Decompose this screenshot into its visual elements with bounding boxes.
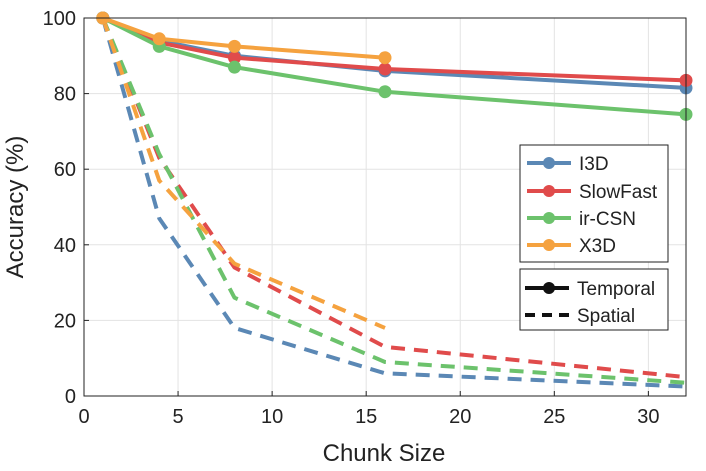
series-line-temporal-x3d [102, 16, 386, 60]
legend-marker-i3d [543, 157, 555, 169]
data-point-ir-csn [228, 60, 241, 74]
x-tick-label: 5 [173, 406, 184, 428]
series-layer [96, 11, 693, 389]
y-axis-label: Accuracy (%) [2, 136, 29, 279]
legend-item-temporal: Temporal [525, 279, 655, 300]
data-point-x3d [152, 32, 166, 46]
x-tick-label: 0 [78, 406, 89, 428]
y-tick-label: 80 [54, 84, 76, 106]
data-point-x3d [378, 51, 392, 65]
x-tick-label: 30 [637, 406, 659, 428]
legend-marker-ir-csn [543, 212, 555, 224]
legend-marker-x3d [543, 239, 555, 251]
series-line-temporal-ir-csn [101, 16, 687, 117]
x-tick-label: 25 [543, 406, 565, 428]
series-line-spatial-ir-csn [100, 17, 687, 385]
series-legend: I3D SlowFast ir-CSN X3D [519, 144, 669, 263]
legend-item-i3d: I3D [527, 154, 609, 175]
legend-label-i3d: I3D [579, 154, 609, 175]
plot-frame [83, 17, 687, 397]
legend-item-ir-csn: ir-CSN [527, 209, 636, 230]
series-line-spatial-i3d [100, 17, 687, 389]
legend-item-spatial: Spatial [525, 306, 635, 327]
y-tick-label: 60 [54, 159, 76, 181]
y-tick-label: 0 [65, 386, 76, 408]
x-tick-label: 15 [355, 406, 377, 428]
series-line-temporal-slowfast [102, 16, 687, 83]
y-tick-label: 40 [54, 235, 76, 257]
x-tick-label: 10 [261, 406, 283, 428]
legend-label-slowfast: SlowFast [579, 182, 658, 203]
y-tick-label: 20 [54, 310, 76, 332]
legend-label-temporal: Temporal [577, 279, 655, 300]
data-point-x3d [228, 39, 241, 53]
legend-item-x3d: X3D [527, 236, 616, 257]
legend-label-x3d: X3D [579, 236, 616, 257]
style-legend: Temporal Spatial [519, 268, 669, 331]
data-point-slowfast [378, 62, 392, 76]
legend-item-slowfast: SlowFast [527, 182, 658, 203]
legend-label-ir-csn: ir-CSN [579, 209, 636, 230]
legend-marker-slowfast [543, 185, 555, 197]
x-tick-label: 20 [449, 406, 471, 428]
style-legend-box [519, 268, 669, 331]
data-point-ir-csn [378, 85, 392, 99]
x-axis-label: Chunk Size [323, 440, 446, 467]
legend-label-spatial: Spatial [577, 306, 635, 327]
y-tick-label: 100 [43, 8, 76, 30]
legend-marker-temporal [543, 282, 555, 294]
data-point-slowfast [228, 51, 241, 65]
axis-ticks: 0 5 10 15 20 25 30 0 20 40 60 80 100 [43, 8, 660, 428]
